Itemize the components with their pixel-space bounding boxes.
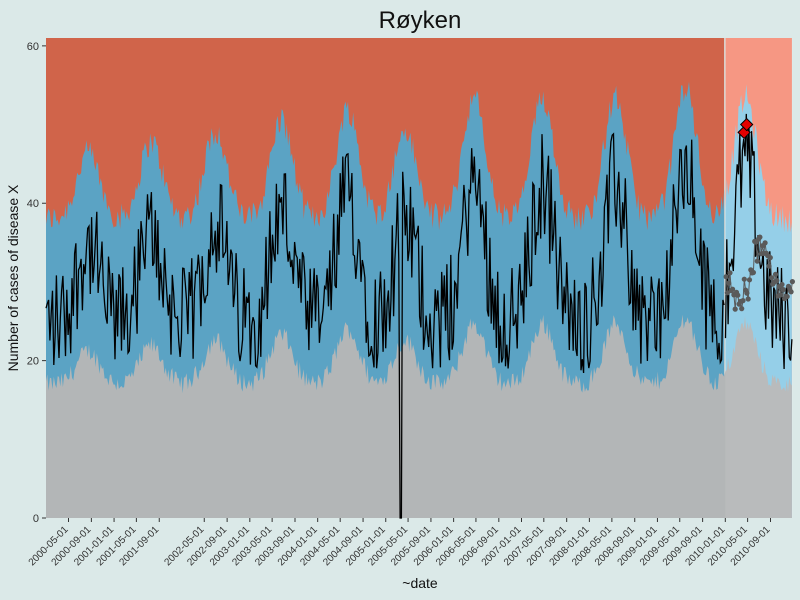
forecast-point — [746, 277, 753, 283]
plot-area — [45, 38, 796, 519]
forecast-point — [762, 240, 768, 246]
forecast-point — [766, 263, 772, 269]
forecast-point — [780, 287, 786, 293]
forecast-point — [739, 306, 745, 312]
forecast-point — [735, 292, 741, 298]
forecast-point — [754, 258, 760, 264]
cases-line — [45, 132, 725, 519]
y-tick-label: 0 — [33, 513, 39, 525]
y-tick-label: 60 — [27, 41, 39, 53]
forecast-point — [769, 275, 775, 281]
forecast-point — [750, 269, 757, 276]
low-band — [46, 314, 792, 518]
forecast-point — [732, 306, 738, 312]
forecast-point — [774, 278, 780, 284]
forecast-point — [767, 255, 773, 261]
forecast-point — [784, 293, 790, 300]
forecast-point — [726, 280, 732, 286]
x-axis-label: ~date — [402, 575, 438, 591]
alert-marker — [739, 117, 754, 132]
y-axis: 0 20 40 60 — [27, 41, 46, 525]
forecast-point — [727, 270, 733, 276]
y-tick-label: 40 — [27, 198, 39, 210]
forecast-point — [744, 290, 750, 296]
forecast-point — [757, 234, 763, 240]
forecast-point — [741, 276, 747, 282]
forecast-point — [779, 281, 785, 288]
alert-marker — [737, 125, 751, 140]
forecast-point — [745, 296, 751, 302]
forecast-point — [723, 274, 729, 280]
forecast-point — [730, 286, 736, 292]
forecast-point — [789, 279, 796, 285]
forecast-point — [788, 289, 794, 295]
forecast-point — [724, 290, 731, 296]
forecast-point — [778, 292, 784, 298]
y-axis-label: Number of cases of disease X — [5, 184, 21, 371]
y-tick-label: 20 — [27, 356, 39, 368]
chart-title: Røyken — [379, 7, 462, 34]
forecast-region — [725, 38, 793, 518]
forecast-point — [740, 298, 746, 304]
forecast-cases-line — [724, 113, 793, 370]
forecast-point — [772, 271, 779, 277]
